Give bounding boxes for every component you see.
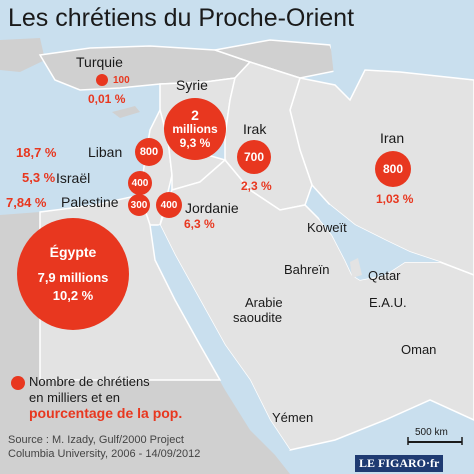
christians-syrie-line1: 2 <box>191 107 199 123</box>
label-irak: Irak <box>243 121 267 137</box>
percent-irak: 2,3 % <box>241 179 272 193</box>
percent-syrie: 9,3 % <box>179 136 211 150</box>
christians-irak: 700 <box>243 150 265 164</box>
christians-iran: 800 <box>382 162 404 176</box>
bubble-turquie <box>96 74 108 86</box>
scale-label: 500 km <box>415 427 448 438</box>
bubble-syrie: 2 millions 9,3 % <box>164 98 226 160</box>
bubble-palestine: 300 <box>128 194 150 216</box>
percent-iran: 1,03 % <box>376 192 414 206</box>
christians-palestine: 300 <box>130 199 148 211</box>
bubble-irak: 700 <box>237 140 271 174</box>
label-bahrein: Bahreïn <box>284 262 330 277</box>
label-iran: Iran <box>380 130 405 146</box>
label-palestine: Palestine <box>61 194 119 210</box>
cyprus-shape <box>112 106 140 118</box>
bubble-israel: 400 <box>128 171 152 195</box>
label-koweit: Koweït <box>307 220 347 235</box>
christians-israel: 400 <box>131 177 149 189</box>
label-oman: Oman <box>401 342 437 357</box>
label-turquie: Turquie <box>76 54 123 70</box>
red-sea <box>148 225 290 455</box>
label-eau: E.A.U. <box>369 295 407 310</box>
source-line1: Source : M. Izady, Gulf/2000 Project <box>8 434 184 446</box>
christians-jordanie: 400 <box>160 199 178 211</box>
bubble-liban: 800 <box>135 138 163 166</box>
label-liban: Liban <box>88 144 123 160</box>
label-syrie: Syrie <box>176 77 208 93</box>
europe-land <box>0 38 45 72</box>
legend-line3: pourcentage de la pop. <box>29 405 183 421</box>
bubble-jordanie: 400 <box>156 192 182 218</box>
legend-line1: Nombre de chrétiens <box>29 374 150 389</box>
label-qatar: Qatar <box>368 268 401 283</box>
label-jordanie: Jordanie <box>185 200 239 216</box>
percent-liban: 18,7 % <box>16 145 57 160</box>
label-arabie-line2: saoudite <box>233 310 283 325</box>
legend-line2: en milliers et en <box>29 390 121 405</box>
figaro-logo: LE FIGARO·fr <box>355 455 444 472</box>
label-israel: Israël <box>56 170 91 186</box>
christians-egypte: 7,9 millions <box>37 270 109 285</box>
christians-syrie-line2: millions <box>172 122 218 136</box>
label-egypte: Égypte <box>49 244 97 260</box>
bubble-iran: 800 <box>375 151 411 187</box>
label-arabie-line1: Arabie <box>245 295 283 310</box>
label-yemen: Yémen <box>272 410 314 425</box>
legend-dot <box>11 376 25 390</box>
percent-turquie: 0,01 % <box>88 92 126 106</box>
persian-gulf <box>310 200 440 280</box>
percent-egypte: 10,2 % <box>52 288 94 303</box>
qatar-shape <box>350 258 362 278</box>
caspian-sea <box>330 35 365 100</box>
percent-israel: 5,3 % <box>22 170 56 185</box>
percent-jordanie: 6,3 % <box>184 217 215 231</box>
bubble-egypte: Égypte 7,9 millions 10,2 % <box>17 218 129 330</box>
christians-turquie: 100 <box>113 75 130 86</box>
map-title: Les chrétiens du Proche-Orient <box>8 4 355 32</box>
christians-liban: 800 <box>139 146 159 158</box>
source-line2: Columbia University, 2006 - 14/09/2012 <box>8 448 201 460</box>
percent-palestine: 7,84 % <box>6 195 47 210</box>
